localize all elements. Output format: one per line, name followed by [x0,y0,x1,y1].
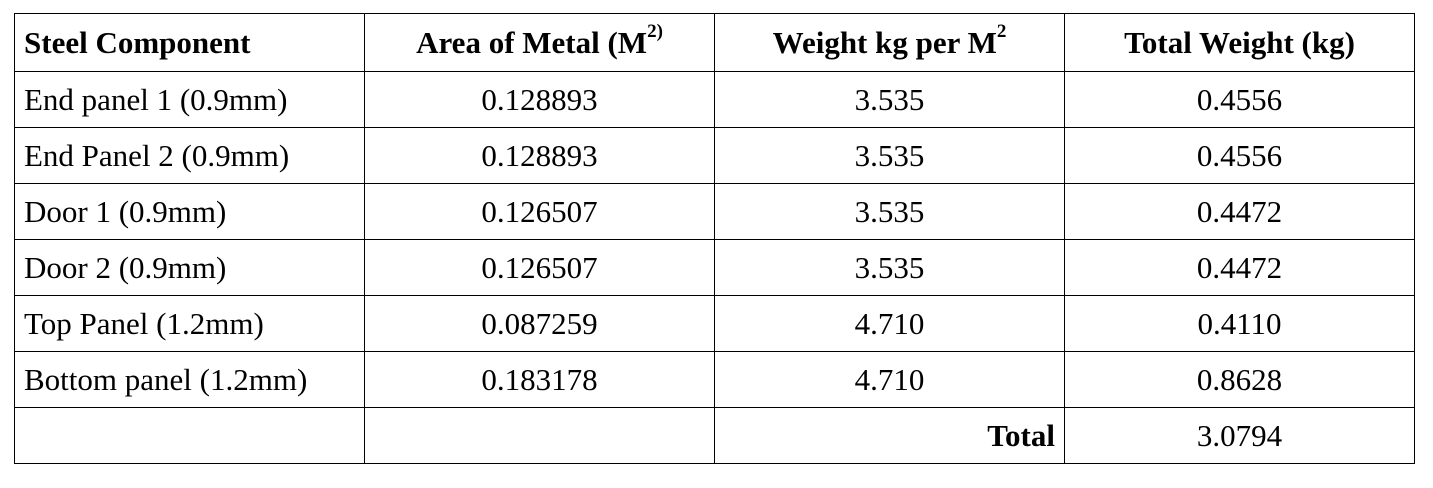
table-row: Door 2 (0.9mm) 0.126507 3.535 0.4472 [14,239,1415,296]
header-cell: Area of Metal (M2) [364,13,715,72]
empty-cell [364,407,715,464]
table-cell: Door 1 (0.9mm) [14,183,365,240]
header-text: Total Weight (kg) [1124,24,1355,60]
table-cell: 3.535 [714,71,1065,128]
table-row: Door 1 (0.9mm) 0.126507 3.535 0.4472 [14,183,1415,240]
table-cell: 0.126507 [364,183,715,240]
table-cell: Bottom panel (1.2mm) [14,351,365,408]
header-text: Steel Component [24,24,251,60]
header-cell: Total Weight (kg) [1064,13,1415,72]
header-superscript: 2 [996,20,1007,42]
table-cell: End Panel 2 (0.9mm) [14,127,365,184]
table-cell: 0.087259 [364,295,715,352]
table-cell: End panel 1 (0.9mm) [14,71,365,128]
total-row: Total 3.0794 [14,407,1415,464]
table-cell: 0.4472 [1064,183,1415,240]
table-row: Bottom panel (1.2mm) 0.183178 4.710 0.8628 [14,351,1415,408]
header-superscript: 2) [647,20,663,42]
table-cell: Door 2 (0.9mm) [14,239,365,296]
table-row: End Panel 2 (0.9mm) 0.128893 3.535 0.4556 [14,127,1415,184]
table-cell: 4.710 [714,351,1065,408]
table-cell: 0.183178 [364,351,715,408]
table-cell: 0.4472 [1064,239,1415,296]
table-cell: 0.126507 [364,239,715,296]
header-cell: Steel Component [14,13,365,72]
table-row: End panel 1 (0.9mm) 0.128893 3.535 0.4556 [14,71,1415,128]
empty-cell [14,407,365,464]
table-cell: 0.4556 [1064,71,1415,128]
table-cell: Top Panel (1.2mm) [14,295,365,352]
header-row: Steel Component Area of Metal (M2) Weight … [14,13,1415,72]
header-cell: Weight kg per M2 [714,13,1065,72]
table-cell: 4.710 [714,295,1065,352]
table-cell: 3.535 [714,239,1065,296]
table-row: Top Panel (1.2mm) 0.087259 4.710 0.4110 [14,295,1415,352]
table-cell: 0.8628 [1064,351,1415,408]
header-text: Area of Metal (M [416,24,648,60]
table-cell: 0.4556 [1064,127,1415,184]
table-cell: 0.128893 [364,71,715,128]
table-cell: 3.535 [714,127,1065,184]
total-label: Total [714,407,1065,464]
table-cell: 0.4110 [1064,295,1415,352]
weight-table: Steel Component Area of Metal (M2) Weight … [14,13,1415,464]
total-value: 3.0794 [1064,407,1415,464]
table-cell: 3.535 [714,183,1065,240]
header-text: Weight kg per M [772,24,997,60]
table-cell: 0.128893 [364,127,715,184]
